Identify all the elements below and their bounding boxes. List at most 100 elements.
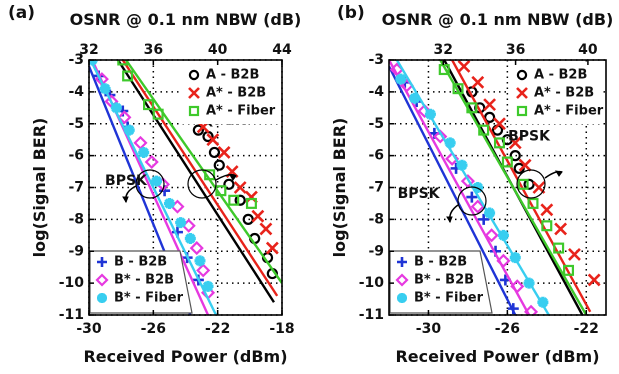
legend-box (389, 250, 493, 314)
data-point (133, 135, 148, 150)
legend-marker (397, 293, 407, 303)
data-point (424, 108, 436, 120)
legend-entry: A - B2B (206, 68, 259, 83)
x-tick-label: -22 (574, 321, 599, 337)
data-point (259, 222, 273, 236)
data-point (496, 253, 511, 268)
series-2 (438, 60, 588, 315)
data-point (509, 150, 521, 162)
data-point (518, 158, 532, 172)
legend-marker (397, 257, 407, 267)
data-point (409, 92, 421, 104)
series-5 (89, 60, 218, 315)
grid (389, 59, 606, 316)
y-tick-label: -10 (59, 275, 85, 291)
data-point (444, 137, 456, 149)
data-point (196, 263, 211, 278)
legend-entry: A* - B2B (206, 86, 266, 101)
legend-entry: B - B2B (114, 255, 167, 270)
x2-axis-title: OSNR @ 0.1 nm NBW (dB) (382, 10, 614, 29)
data-point (417, 103, 432, 119)
panel-label: (a) (8, 3, 35, 23)
data-point (523, 304, 539, 315)
y-axis-title: log(Signal BER) (30, 118, 49, 258)
data-point (189, 241, 204, 256)
legend-marker (395, 273, 409, 287)
data-point (204, 169, 216, 181)
fit-line (389, 65, 517, 315)
legend-entry: A* - B2B (534, 86, 594, 101)
legend-marker (516, 69, 528, 81)
data-point (251, 209, 265, 223)
data-point (213, 159, 225, 171)
data-point (123, 124, 135, 136)
series-1 (451, 60, 601, 313)
arrowhead (555, 170, 563, 177)
data-point (245, 197, 257, 209)
y-tick-label: -4 (368, 84, 384, 100)
y-tick-label: -8 (368, 211, 384, 227)
data-point (242, 213, 254, 225)
axes: -30 -26 -22 32 36 40 -3 -4 -5 -6 -7 -8 -9 -10 -11 (359, 42, 607, 337)
data-point (507, 303, 519, 315)
fit-line (439, 60, 588, 315)
data-point (175, 217, 187, 229)
data-point (228, 194, 240, 206)
data-point (471, 75, 485, 89)
data-point (466, 102, 478, 114)
data-point (433, 129, 448, 144)
data-point (541, 220, 553, 232)
data-point (509, 252, 521, 264)
x-tick-label: -26 (495, 321, 520, 337)
y-axis-title: log(Signal BER) (330, 118, 349, 258)
data-point (215, 185, 227, 197)
y-tick-label: -8 (68, 211, 84, 227)
legend-entry: B* - Fiber (414, 291, 484, 306)
data-point (478, 124, 490, 136)
data-point (395, 73, 407, 85)
legend-bottom-left: B - B2B B* - B2B B* - Fiber (89, 250, 193, 314)
legend-entry: B* - B2B (414, 273, 474, 288)
annotations: BPSK BPSK (398, 129, 563, 224)
legend-marker (95, 273, 109, 287)
axes: -30 -26 -22 -18 32 36 40 44 -3 -4 -5 -6 -7 -8 -9 -10 -11 (59, 42, 295, 337)
x-axis-title: Received Power (dBm) (83, 347, 287, 366)
legend-marker (188, 69, 200, 81)
data-point (553, 242, 565, 254)
legend-top-right: A - B2B A* - B2B A* - Fiber (510, 64, 604, 124)
annotation-label: BPSK (398, 186, 441, 202)
x-axis-title: Received Power (dBm) (395, 347, 599, 366)
x2-tick-label: 32 (434, 42, 453, 58)
y-tick-label: -5 (68, 116, 84, 132)
y-tick-label: -3 (368, 52, 384, 68)
data-point (508, 136, 522, 150)
data-point (122, 70, 134, 82)
data-point (206, 133, 220, 147)
data-point (484, 207, 496, 219)
x-tick-label: -30 (416, 321, 442, 337)
data-point (540, 203, 554, 217)
data-point (510, 279, 525, 294)
legend-box (89, 250, 193, 314)
fit-line (451, 60, 592, 313)
data-point (143, 99, 155, 111)
data-point (223, 178, 235, 190)
arrowhead (229, 174, 237, 181)
data-point (483, 98, 497, 112)
x-tick-label: -22 (205, 321, 230, 337)
data-point (438, 64, 450, 76)
y-tick-label: -10 (359, 275, 385, 291)
highlight-circle (187, 169, 217, 199)
y-tick-label: -3 (68, 52, 84, 68)
legend-marker (188, 87, 200, 99)
data-point (568, 248, 581, 261)
arrowhead (122, 196, 129, 204)
legend-marker (516, 105, 528, 117)
fit-line (89, 60, 218, 315)
legend-marker (516, 87, 528, 99)
legend-entry: B - B2B (414, 255, 467, 270)
data-point (233, 181, 247, 194)
data-point (478, 213, 490, 225)
